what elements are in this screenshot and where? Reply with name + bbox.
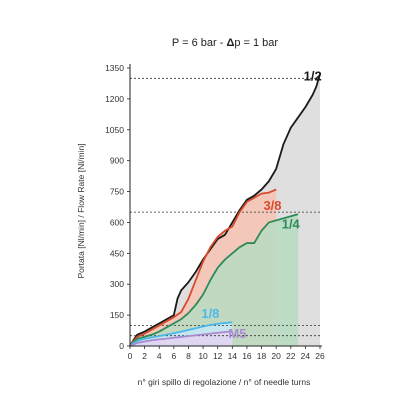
x-tick-label: 16 (242, 351, 252, 361)
x-tick-label: 18 (257, 351, 267, 361)
series-label-1-2: 1/2 (304, 68, 322, 83)
x-tick-label: 12 (213, 351, 223, 361)
x-tick-label: 6 (171, 351, 176, 361)
y-tick-label: 1050 (105, 125, 124, 135)
series-label-3-8: 3/8 (263, 198, 281, 213)
x-tick-label: 2 (142, 351, 147, 361)
y-tick-label: 150 (110, 310, 124, 320)
line-1-8 (129, 321, 233, 347)
line-m5 (129, 330, 233, 347)
x-tick-label: 4 (157, 351, 162, 361)
axes (127, 64, 322, 349)
x-axis-label: n° giri spillo di regolazione / n° of ne… (138, 377, 311, 387)
title-delta-symbol: Δ (226, 37, 234, 49)
chart-title: P = 6 bar - Δp = 1 bar (172, 37, 279, 49)
y-tick-label: 1200 (105, 94, 124, 104)
y-tick-label: 1350 (105, 63, 124, 73)
x-tick-label: 26 (315, 351, 325, 361)
series-label-m5: M5 (228, 326, 246, 341)
series-labels: 1/2 3/81/4 1/8 M5 (201, 68, 321, 340)
series-areas (130, 74, 320, 347)
title-part-1: P = 6 bar - (172, 37, 227, 49)
y-tick-label: 450 (110, 248, 124, 258)
y-axis-label: Portata [Nl/min] / Flow Rate [Nl/min] (76, 143, 86, 278)
y-tick-label: 750 (110, 187, 124, 197)
line-1-2 (129, 73, 321, 347)
line-1-4 (129, 213, 299, 347)
y-tick-label: 900 (110, 156, 124, 166)
x-tick-label: 24 (301, 351, 311, 361)
line-3-8 (129, 188, 277, 347)
y-tick-label: 0 (119, 341, 124, 351)
area-1-4 (130, 214, 299, 346)
y-tick-label: 600 (110, 217, 124, 227)
y-tick-label: 300 (110, 279, 124, 289)
title-part-2: p = 1 bar (234, 37, 278, 49)
x-tick-label: 14 (228, 351, 238, 361)
x-tick-label: 22 (286, 351, 296, 361)
x-tick-label: 8 (186, 351, 191, 361)
x-tick-label: 10 (198, 351, 208, 361)
x-tick-label: 0 (128, 351, 133, 361)
x-tick-label: 20 (271, 351, 281, 361)
series-lines (129, 73, 321, 347)
series-label-1-4: 1/4 (282, 217, 301, 232)
series-label-1-8: 1/8 (201, 306, 219, 321)
